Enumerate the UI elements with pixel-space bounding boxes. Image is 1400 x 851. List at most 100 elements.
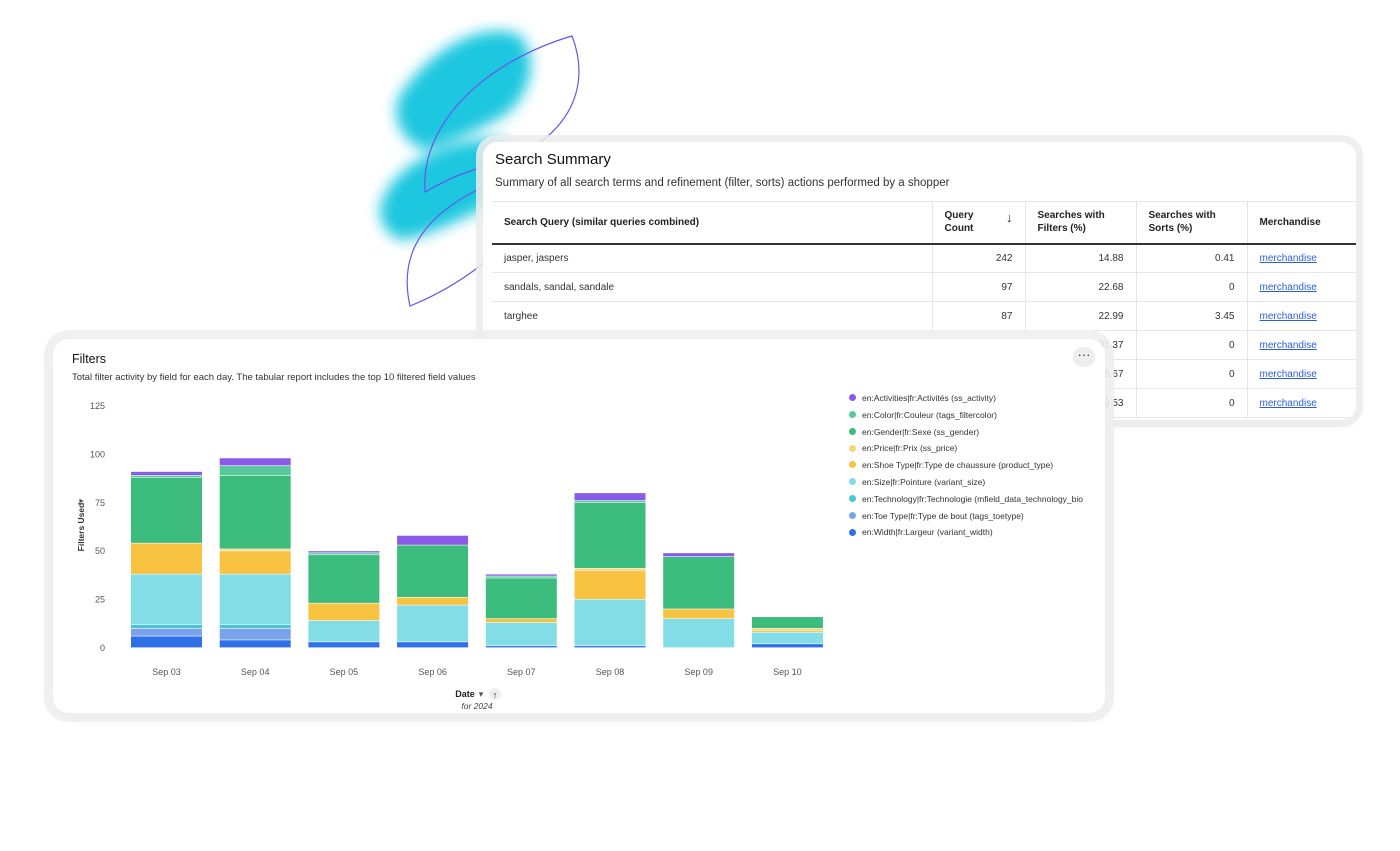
cell-count: 87: [932, 301, 1026, 331]
legend-dot-icon: [849, 495, 856, 503]
bar-segment: [308, 642, 380, 648]
bar-segment: [131, 636, 202, 648]
chevron-down-icon: ▾: [479, 689, 484, 699]
bar-segment: [219, 549, 291, 551]
bar-segment: [485, 646, 557, 648]
arrow-up-icon[interactable]: ↑: [493, 690, 498, 700]
legend-label: en:Width|fr:Largeur (variant_width): [862, 527, 993, 538]
y-tick-label: 0: [100, 643, 105, 653]
cell-query: sandals, sandal, sandale: [492, 272, 933, 302]
bar-segment: [219, 628, 291, 640]
x-tick-label: Sep 08: [596, 667, 625, 677]
x-tick-label: Sep 05: [330, 667, 359, 677]
legend-item[interactable]: en:Toe Type|fr:Type de bout (tags_toetyp…: [849, 510, 1083, 527]
table-row[interactable]: sandals, sandal, sandale 97 22.68 0 merchand…: [492, 272, 1356, 302]
bar-segment: [131, 543, 202, 574]
cell-merchandise[interactable]: merchandise: [1247, 359, 1356, 389]
merchandise-link[interactable]: merchandise: [1259, 368, 1317, 380]
bar-segment: [663, 618, 735, 648]
summary-title: Search Summary: [495, 151, 611, 168]
x-axis-note: for 2024: [461, 701, 492, 711]
merchandise-link[interactable]: merchandise: [1259, 281, 1317, 293]
column-header-sorts[interactable]: Searches with Sorts (%): [1136, 201, 1248, 245]
cell-merchandise[interactable]: merchandise: [1247, 330, 1356, 360]
bar-segment: [397, 642, 469, 648]
legend-item[interactable]: en:Width|fr:Largeur (variant_width): [849, 526, 1083, 543]
y-tick-label: 125: [90, 401, 105, 411]
x-tick-label: Sep 04: [241, 667, 270, 677]
merchandise-link[interactable]: merchandise: [1259, 339, 1317, 351]
bar-segment: [131, 475, 202, 478]
cell-merchandise[interactable]: merchandise: [1247, 243, 1356, 273]
arrow-down-icon[interactable]: ↓: [1006, 210, 1013, 226]
cell-query: jasper, jaspers: [492, 243, 933, 273]
cell-merchandise[interactable]: merchandise: [1247, 272, 1356, 302]
legend-item[interactable]: en:Shoe Type|fr:Type de chaussure (produ…: [849, 459, 1083, 476]
column-header-merchandise[interactable]: Merchandise: [1247, 201, 1356, 245]
cell-sorts: 0: [1136, 272, 1248, 302]
legend-label: en:Price|fr:Prix (ss_price): [862, 443, 958, 454]
table-row[interactable]: targhee 87 22.99 3.45 merchandise: [492, 301, 1356, 331]
cell-sorts: 3.45: [1136, 301, 1248, 331]
merchandise-link[interactable]: merchandise: [1259, 397, 1317, 409]
bar-segment: [308, 555, 380, 603]
x-tick-label: Sep 03: [152, 667, 181, 677]
bar-segment: [485, 618, 557, 623]
column-header-filters[interactable]: Searches with Filters (%): [1025, 201, 1137, 245]
legend-dot-icon: [849, 528, 856, 536]
summary-subtitle: Summary of all search terms and refineme…: [495, 177, 950, 189]
merchandise-link[interactable]: merchandise: [1259, 252, 1317, 264]
x-tick-label: Sep 10: [773, 667, 802, 677]
legend-item[interactable]: en:Technology|fr:Technologie (mfield_dat…: [849, 493, 1083, 510]
bar-segment: [219, 475, 291, 549]
bar-segment: [751, 617, 823, 629]
table-row[interactable]: jasper, jaspers 242 14.88 0.41 merchandise: [492, 243, 1356, 273]
y-axis-label: Filters Used: [76, 503, 86, 552]
legend-item[interactable]: en:Activities|fr:Activités (ss_activity): [849, 392, 1083, 409]
x-tick-label: Sep 06: [418, 667, 447, 677]
cell-query: targhee: [492, 301, 933, 331]
legend-item[interactable]: en:Price|fr:Prix (ss_price): [849, 442, 1083, 459]
bar-segment: [663, 557, 735, 609]
filters-subtitle: Total filter activity by field for each …: [72, 372, 476, 383]
cell-count: 97: [932, 272, 1026, 302]
bar-segment: [751, 632, 823, 644]
more-dots-icon[interactable]: ···: [1073, 347, 1095, 367]
bar-segment: [219, 640, 291, 648]
bar-segment: [485, 574, 557, 576]
cell-sorts: 0.41: [1136, 243, 1248, 273]
legend-item[interactable]: en:Color|fr:Couleur (tags_filtercolor): [849, 409, 1083, 426]
column-header-count[interactable]: ↓ Query Count: [932, 201, 1026, 245]
legend-dot-icon: [849, 461, 856, 469]
filters-title: Filters: [72, 352, 107, 366]
bar-segment: [574, 570, 646, 599]
sort-ascending-button[interactable]: [489, 688, 501, 700]
legend-label: en:Shoe Type|fr:Type de chaussure (produ…: [862, 460, 1054, 471]
filters-card: Filters Total filter activity by field f…: [53, 339, 1105, 713]
legend-label: en:Gender|fr:Sexe (ss_gender): [862, 426, 980, 437]
bar-segment: [574, 500, 646, 503]
legend-label: en:Technology|fr:Technologie (mfield_dat…: [862, 493, 1083, 504]
legend-label: en:Activities|fr:Activités (ss_activity): [862, 393, 996, 403]
cell-sorts: 0: [1136, 388, 1248, 418]
bar-segment: [574, 493, 646, 501]
bar-segment: [485, 622, 557, 646]
bar-segment: [574, 568, 646, 570]
cell-merchandise[interactable]: merchandise: [1247, 388, 1356, 418]
bar-segment: [308, 553, 380, 555]
cell-count: 242: [932, 243, 1026, 273]
y-tick-label: 25: [95, 595, 105, 605]
bar-segment: [574, 646, 646, 648]
cell-merchandise[interactable]: merchandise: [1247, 301, 1356, 331]
bar-segment: [397, 545, 469, 598]
legend-item[interactable]: en:Size|fr:Pointure (variant_size): [849, 476, 1083, 493]
bar-segment: [485, 576, 557, 578]
column-header-query[interactable]: Search Query (similar queries combined): [492, 201, 933, 245]
y-tick-label: 50: [95, 546, 105, 556]
table-header-row: Search Query (similar queries combined) …: [492, 201, 1356, 245]
legend-item[interactable]: en:Gender|fr:Sexe (ss_gender): [849, 426, 1083, 443]
merchandise-link[interactable]: merchandise: [1259, 310, 1317, 322]
bar-segment: [219, 466, 291, 476]
bar-segment: [574, 599, 646, 646]
